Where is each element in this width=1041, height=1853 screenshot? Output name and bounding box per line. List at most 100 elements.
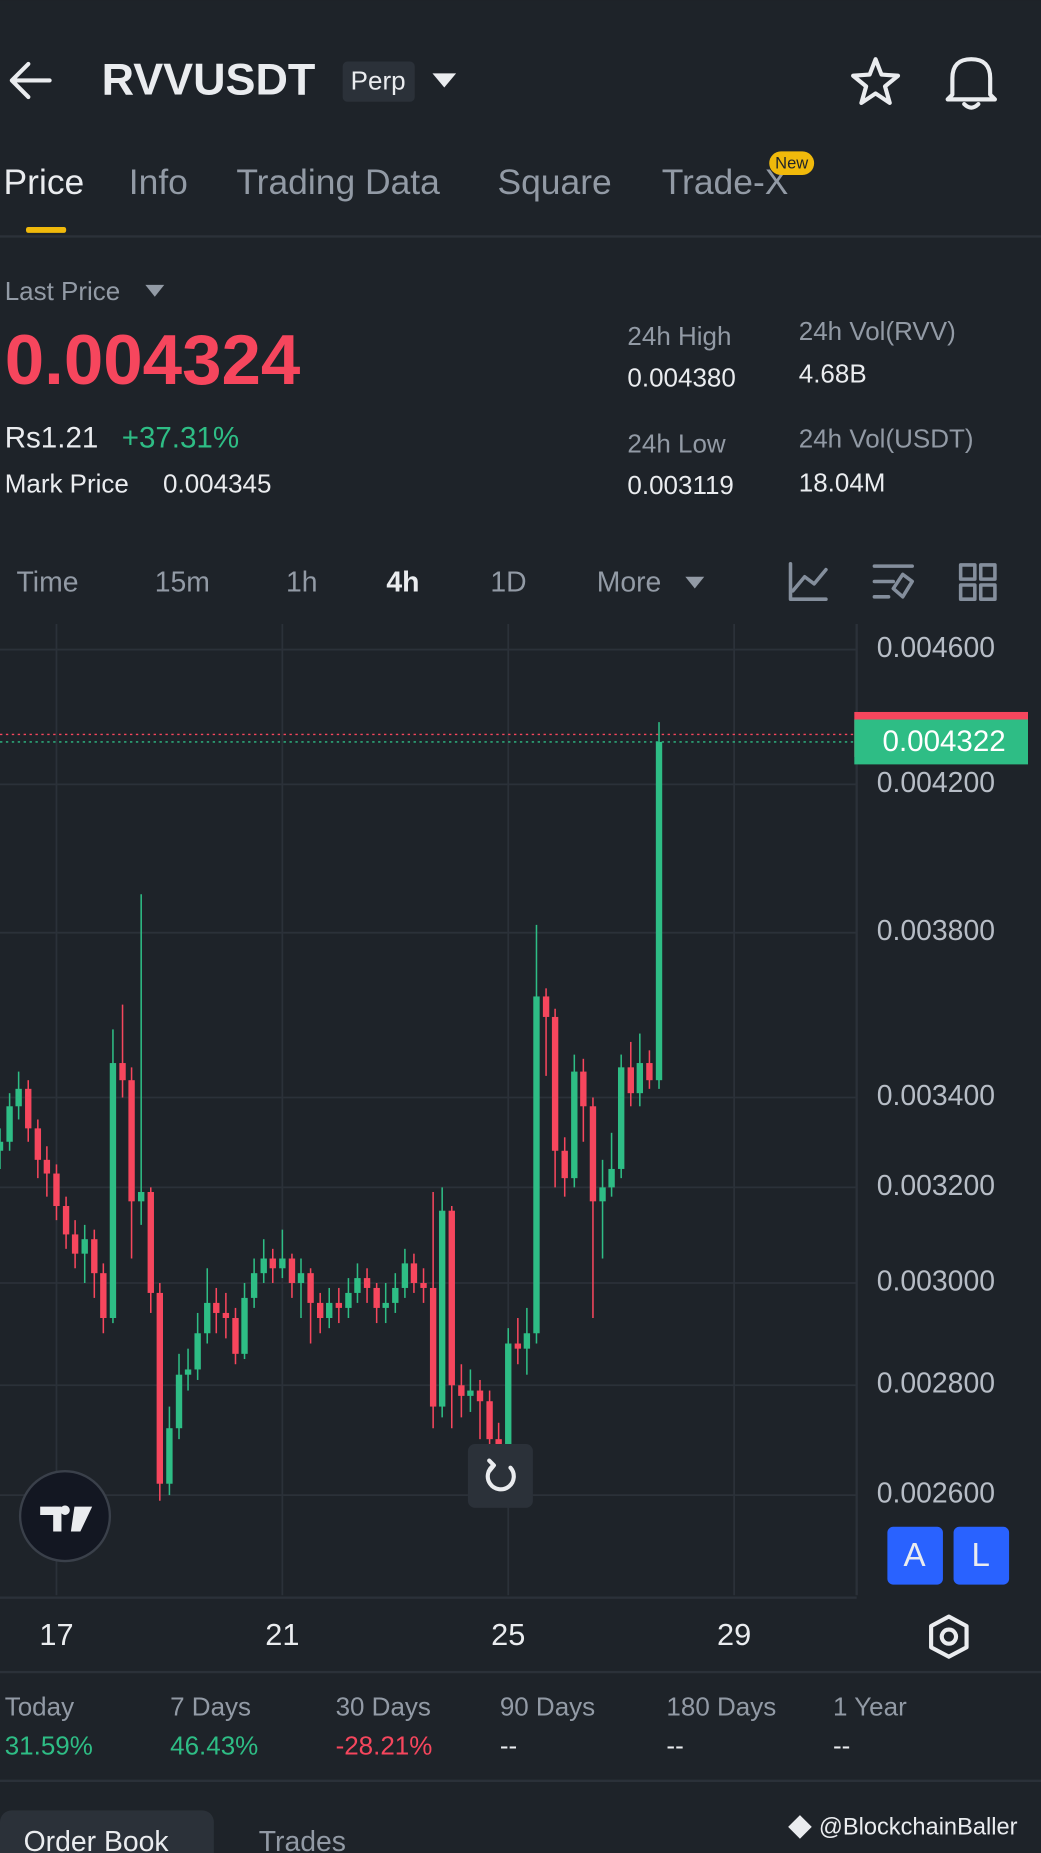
candle-body [307,1273,314,1303]
bottom-tab-active[interactable] [0,1810,214,1853]
candle-body [109,1063,117,1319]
alert-button[interactable] [945,57,997,110]
chart: 0.004600 0.004200 0.003800 0.003400 0.003200… [0,624,1029,1652]
period-value: -28.21% [336,1731,433,1761]
candle-body [119,1063,126,1081]
candle-body [438,1210,446,1407]
candle-body [62,1206,70,1235]
stat-value: 4.68B [799,359,867,389]
candle-body [476,1390,484,1402]
stat-label: 24h Vol(USDT) [799,424,974,454]
candle-body [363,1278,371,1288]
candle-body [401,1263,409,1288]
candle-body [429,1287,437,1407]
candle-body [655,741,663,1081]
candle-body [617,1067,625,1169]
mark-price: 0.004345 [163,469,271,499]
period-value: -- [500,1731,517,1761]
chart-button-label: L [972,1537,990,1574]
watermark-logo [788,1815,812,1839]
candle-body [15,1088,22,1107]
candle-body [43,1159,51,1174]
chart-settings[interactable] [929,1614,969,1659]
interval[interactable]: 15m [155,566,210,598]
candle-body [53,1173,60,1207]
candle-body [147,1192,154,1293]
candle-body [71,1234,79,1254]
y-tick-label: 0.002600 [877,1478,995,1510]
candle-body [514,1343,522,1349]
candle-body [533,996,540,1334]
symbol-dropdown[interactable] [432,73,457,88]
interval[interactable]: Time [17,566,79,598]
layout-button[interactable] [958,563,997,601]
candle-body [288,1258,296,1284]
candle-body [542,996,550,1017]
stat-value: 0.004380 [627,362,735,392]
tab[interactable]: Price [4,162,85,202]
reset-button[interactable] [467,1444,533,1508]
y-tick-label: 0.003000 [877,1265,995,1297]
candle-body [354,1278,361,1293]
stat-label: 24h High [627,321,731,351]
price-change: +37.31% [122,421,239,454]
bottom-tab[interactable]: Trades [259,1826,346,1853]
period-value: 46.43% [170,1731,258,1761]
x-tick-label: 17 [39,1617,73,1652]
period-value: 31.59% [5,1731,93,1761]
candle-body [326,1302,333,1319]
new-badge-text: New [775,154,808,173]
candle-body [636,1063,644,1094]
interval[interactable]: 1h [286,566,318,598]
interval[interactable]: 1D [490,566,526,598]
candle-body [6,1106,13,1142]
back-button[interactable] [9,61,52,100]
watermark: @BlockchainBaller [819,1814,1018,1840]
candle-body [166,1428,173,1484]
tradingview-logo[interactable] [18,1470,112,1563]
candle-body [599,1187,606,1202]
candle-body [448,1210,455,1386]
x-tick-label: 21 [265,1617,299,1652]
settings-button[interactable] [872,564,914,599]
interval[interactable]: 4h [386,566,419,598]
chart-button[interactable] [887,1526,943,1585]
y-tick-label: 0.004200 [877,767,995,799]
candle-body [175,1374,183,1429]
candle-body [232,1318,239,1354]
candle-body [561,1150,568,1179]
tab[interactable]: Square [497,162,611,202]
tab[interactable]: Info [129,162,188,202]
favorite-button[interactable] [851,57,901,105]
chart-button[interactable] [953,1526,1010,1585]
stat-label: 24h Low [627,428,725,458]
candle-body [194,1333,201,1370]
candle-body [410,1263,418,1284]
candle-body [580,1071,587,1107]
period-label: 90 Days [500,1692,595,1722]
bottom-tab[interactable]: Order Book [24,1826,170,1853]
reset-icon [485,1458,516,1492]
dropdown-caret[interactable] [145,284,165,297]
candle-body [128,1080,135,1202]
period-value: -- [833,1731,850,1761]
period-label: Today [5,1692,74,1722]
candle-body [25,1088,32,1129]
candle-body [269,1258,276,1269]
candle-body [184,1369,192,1375]
candle-body [156,1292,164,1484]
interval[interactable]: More [597,566,662,598]
candle-body [204,1302,211,1334]
tab[interactable]: Trading Data [236,162,440,202]
price-tag [854,719,1029,765]
tradingview-logo-mark [40,1505,93,1532]
period-label: 30 Days [336,1692,431,1722]
indicator-button[interactable] [788,561,828,601]
more-caret[interactable] [685,576,705,589]
candle-body [551,1016,559,1151]
tab[interactable]: Trade-X [662,162,789,202]
candle-body [420,1283,427,1288]
mark-price-label: Mark Price [5,469,129,499]
contract: Perp [351,66,406,96]
